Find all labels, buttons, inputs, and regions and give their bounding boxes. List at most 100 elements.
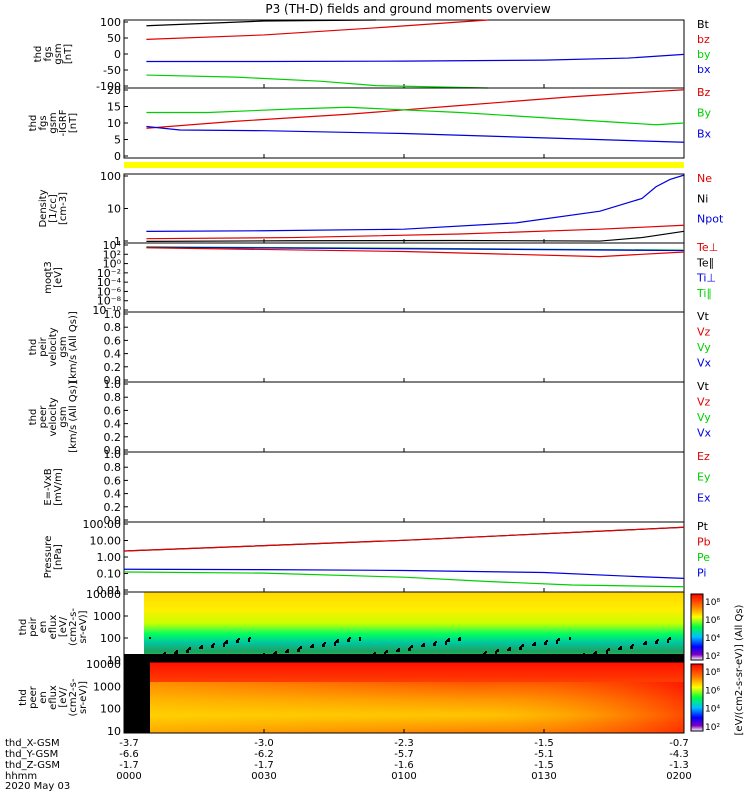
- y-tick-label: 100: [100, 703, 121, 716]
- y-axis-label: [1/cc]: [48, 194, 59, 223]
- series-Ni: [146, 230, 685, 242]
- y-axis-label: Pressure: [43, 536, 54, 579]
- ephemeris-value: -1.7: [119, 760, 139, 771]
- ephemeris-value: 0000: [116, 771, 141, 782]
- spectrogram-noise: [348, 638, 350, 642]
- y-tick-label: 1.0: [104, 308, 122, 321]
- spectrogram-noise: [324, 642, 326, 644]
- panel-frame: [123, 451, 685, 523]
- series-Pi: [123, 568, 685, 579]
- ephemeris-value: -1.5: [534, 738, 554, 749]
- y-tick-label: 100: [100, 16, 121, 29]
- spectrogram-noise: [312, 644, 314, 648]
- y-axis-label: [mV/m]: [53, 468, 64, 506]
- y-axis-label: sr-eV)]: [78, 681, 89, 714]
- spectrogram-noise: [608, 648, 610, 651]
- y-tick-label: 10⁰: [103, 258, 122, 271]
- y-axis-label: peer: [28, 685, 39, 709]
- y-axis-label: peir: [28, 616, 39, 636]
- spectrogram-noise: [631, 645, 633, 649]
- y-axis-label: [cm-3]: [58, 192, 69, 225]
- y-axis-label: [eV]: [53, 267, 64, 288]
- spectrogram-noise: [238, 638, 240, 640]
- y-tick-label: 0.6: [104, 404, 122, 417]
- y-axis-label: peer: [38, 405, 49, 429]
- spectrogram-noise: [201, 645, 203, 649]
- y-axis-label: thd: [18, 619, 29, 636]
- colorbar-tick-label: 10⁴: [705, 705, 720, 715]
- legend-label: Pt: [697, 520, 709, 533]
- y-tick-label: 10000: [86, 588, 121, 601]
- y-tick-label: 0.2: [104, 361, 122, 374]
- colorbar-tick-label: 10²: [705, 723, 720, 733]
- spectrogram-noise: [667, 639, 669, 643]
- ephemeris-value: -2.3: [394, 738, 414, 749]
- legend-label: Pb: [697, 536, 711, 549]
- colorbar-tick-label: 10⁴: [705, 634, 720, 644]
- spectrogram-noise: [522, 644, 524, 647]
- legend-label: Te∥: [696, 256, 714, 269]
- series-Ne: [146, 224, 685, 240]
- date-label: 2020 May 03: [5, 781, 70, 792]
- series-Te⊥: [146, 247, 685, 258]
- panel-7: 1.00.80.60.40.20.0 E=-VxB [mV/m] Ez Ey Ex: [43, 448, 711, 527]
- panel-6: 1.00.80.60.40.20.0 thd peer velocity gsm [km/…: [28, 378, 712, 457]
- panel-1: 100 50 0 -50 -100 thd fgs gsm [nT] Bt bz by bx: [33, 16, 711, 93]
- series-Pb: [123, 526, 685, 552]
- legend-label: Bz: [697, 86, 711, 99]
- spectrogram-noise: [459, 637, 461, 641]
- spectrogram-noise: [149, 637, 151, 639]
- y-tick-label: 10²: [103, 248, 121, 261]
- ephemeris-value: 0130: [531, 771, 556, 782]
- ephemeris-value: 0200: [666, 771, 691, 782]
- spectrogram-noise: [411, 645, 413, 648]
- y-axis-label: thd: [28, 409, 39, 426]
- y-tick-label: 1000: [93, 610, 121, 623]
- series-by: [146, 74, 489, 89]
- y-tick-label: 10⁻⁸: [97, 295, 122, 308]
- y-tick-label: 10⁻²: [97, 267, 121, 280]
- y-axis-label: fgs: [38, 115, 49, 130]
- legend-label: Bt: [697, 18, 710, 31]
- y-tick-label: 1000: [93, 680, 121, 693]
- spectrogram-noise: [334, 642, 336, 646]
- y-tick-label: 0.2: [104, 501, 122, 514]
- y-axis-label: thd: [28, 339, 39, 356]
- y-tick-label: -50: [103, 64, 121, 77]
- y-tick-label: 10: [107, 654, 121, 667]
- colorbar-tick-label: 10⁸: [705, 668, 720, 678]
- spectrogram-noise: [409, 647, 411, 651]
- y-tick-label: 15: [107, 101, 121, 114]
- spectrogram-noise: [223, 643, 225, 647]
- y-tick-label: 0.01: [97, 584, 122, 597]
- y-tick-label: 0: [114, 48, 121, 61]
- y-tick-label: 10000: [86, 658, 121, 671]
- ephemeris-value: -6.6: [119, 749, 139, 760]
- y-axis-label: moqt3: [43, 261, 54, 294]
- spectrogram-noise: [606, 650, 608, 654]
- y-tick-label: 0.0: [104, 444, 122, 457]
- panel-2: 20 15 10 5 0 thd fgs gsm -IGRF [nT] Bz By Bx: [28, 84, 712, 163]
- panel-frame: [123, 521, 685, 593]
- y-tick-label: 0: [114, 150, 121, 163]
- ephemeris-value: -1.7: [254, 760, 274, 771]
- spectrogram-noise: [509, 647, 511, 651]
- ephemeris-table: thd_X-GSM -3.7 -3.0 -2.3 -1.5 -0.7 thd_Y-GSM -6…: [5, 738, 692, 782]
- y-axis-label: (cm2-s-: [68, 678, 79, 716]
- series-Pe: [123, 571, 685, 588]
- quality-flag-bar: [124, 162, 684, 168]
- series-By: [146, 106, 685, 126]
- spectrogram-noise: [448, 638, 450, 642]
- spectrogram-noise: [187, 649, 189, 653]
- legend-label: Npot: [697, 213, 724, 226]
- y-tick-label: 0.4: [104, 488, 122, 501]
- y-tick-label: 0.6: [104, 474, 122, 487]
- y-axis-label: peir: [38, 336, 49, 356]
- series-Ti⊥: [146, 246, 685, 252]
- colorbar-tick-label: 10⁶: [705, 686, 720, 696]
- series-Npot: [146, 174, 685, 232]
- spectrogram-noise: [212, 644, 214, 648]
- ephemeris-value: -3.0: [254, 738, 274, 749]
- legend-label: Vt: [697, 380, 710, 393]
